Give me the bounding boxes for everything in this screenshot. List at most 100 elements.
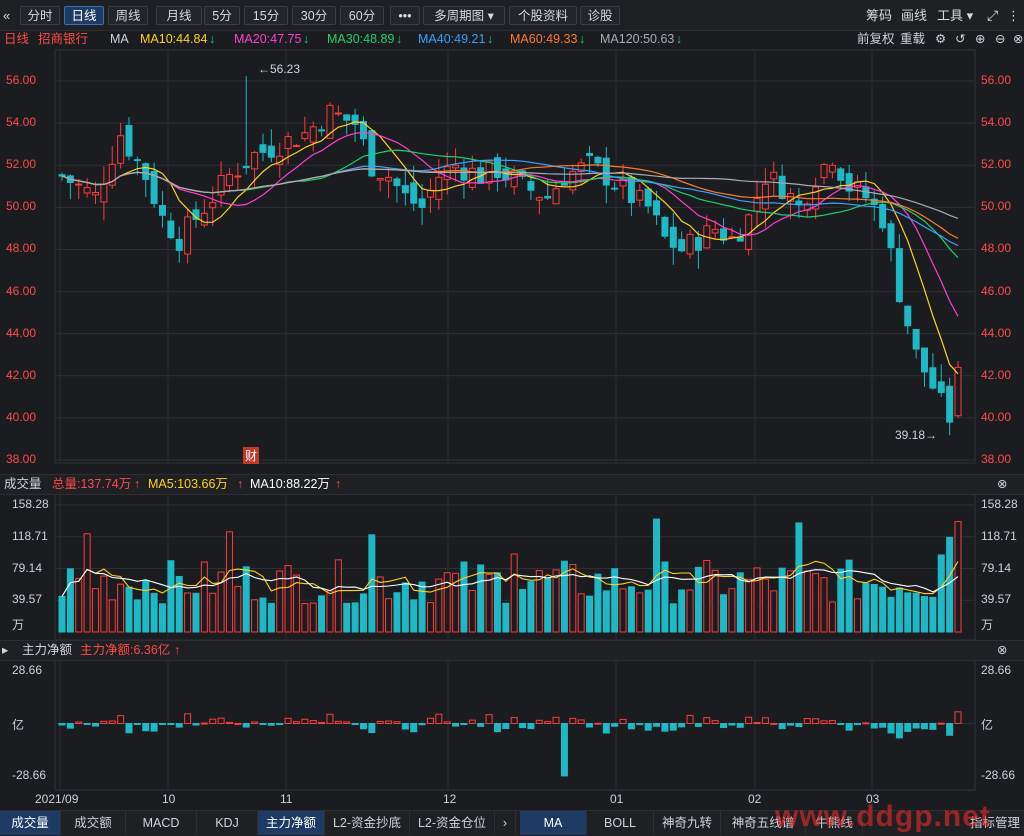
ma-label[interactable]: MA [110, 32, 129, 46]
volume-bar [879, 586, 887, 633]
volume-bar [703, 559, 711, 633]
period-tab-11[interactable]: 诊股 [580, 6, 620, 25]
overlay-tab-1[interactable]: BOLL [587, 811, 654, 835]
candle [225, 173, 233, 187]
candle [669, 226, 677, 248]
overlay-tab-5[interactable]: 指标管理 [966, 811, 1024, 835]
volume-bar [678, 589, 686, 633]
zoom-in-icon[interactable]: ⊕ [975, 32, 986, 46]
draw-line-button[interactable]: 画线 [901, 8, 928, 23]
close-flow-icon[interactable]: ⊗ [997, 643, 1008, 657]
zoom-out-icon[interactable]: ⊖ [995, 32, 1006, 46]
flow-bar [912, 723, 920, 729]
period-tab-8[interactable]: ••• [390, 6, 420, 25]
flow-bar [217, 717, 225, 725]
flow-bar [552, 716, 560, 724]
flow-bar [921, 723, 929, 730]
flow-bar [242, 723, 250, 728]
overlay-tab-4[interactable]: 牛熊线 [806, 811, 863, 835]
volume-bar [259, 597, 267, 633]
volume-bar [921, 596, 929, 633]
period-tab-9[interactable]: 多周期图 ▾ [423, 6, 505, 25]
volume-bar [686, 589, 694, 633]
indicator-tab-2[interactable]: MACD [126, 811, 197, 835]
reload-button[interactable]: 重载 [900, 32, 926, 46]
period-tab-4[interactable]: 5分 [204, 6, 240, 25]
period-tab-1[interactable]: 日线 [64, 6, 104, 25]
flow-bar [753, 722, 761, 725]
flow-bar [91, 723, 99, 727]
close-icon[interactable]: ⊗ [1013, 32, 1024, 46]
tabs-scroll-right-icon[interactable]: › [495, 811, 516, 835]
volume-bar [795, 522, 803, 633]
flow-bar [586, 723, 594, 728]
indicator-tab-5[interactable]: L2-资金抄底 [325, 811, 410, 835]
undo-icon[interactable]: ↺ [955, 32, 966, 46]
volume-title[interactable]: 成交量 [4, 477, 42, 491]
flow-bar [661, 723, 669, 732]
flow-menu-icon[interactable]: ▸ [2, 643, 9, 657]
flow-bar [686, 714, 694, 724]
flow-bar [669, 723, 677, 731]
chip-button[interactable]: 筹码 [866, 8, 893, 23]
candle [242, 165, 250, 169]
indicator-tab-1[interactable]: 成交额 [61, 811, 126, 835]
volume-bar [828, 601, 836, 633]
price-tick-left: 38.00 [6, 452, 37, 466]
flow-bar [845, 723, 853, 731]
stock-name: 招商银行 [38, 32, 89, 46]
fullscreen-icon[interactable]: ⤢ [987, 7, 999, 23]
flow-bar [694, 723, 702, 727]
overlay-tab-2[interactable]: 神奇九转 [654, 811, 721, 835]
overlay-tab-0[interactable]: MA [520, 811, 587, 835]
flow-bar [426, 717, 434, 725]
candle [929, 367, 937, 389]
adjust-button[interactable]: 前复权 [857, 32, 895, 46]
period-tab-5[interactable]: 15分 [244, 6, 288, 25]
volume-bar [569, 563, 577, 633]
overlay-tab-3[interactable]: 神奇五线谱 [721, 811, 806, 835]
period-tab-10[interactable]: 个股资料 [509, 6, 577, 25]
flow-bar [301, 718, 309, 724]
flow-title[interactable]: 主力净额 [22, 643, 73, 657]
flow-bar [954, 711, 962, 724]
tools-menu[interactable]: 工具 ▾ [937, 8, 974, 23]
indicator-tab-4[interactable]: 主力净额 [258, 811, 325, 835]
volume-bar [326, 590, 334, 633]
volume-bar [83, 533, 91, 633]
flow-bar [125, 723, 133, 734]
candle [200, 212, 208, 226]
volume-bar [359, 593, 367, 633]
more-icon[interactable]: ⋮ [1007, 8, 1020, 23]
flow-bar [251, 721, 259, 725]
indicator-tab-3[interactable]: KDJ [197, 811, 258, 835]
period-tab-2[interactable]: 周线 [108, 6, 148, 25]
volume-bar [225, 531, 233, 633]
indicator-tab-0[interactable]: 成交量 [0, 811, 61, 835]
settings-icon[interactable]: ⚙ [935, 32, 947, 46]
flow-bar [192, 723, 200, 726]
flow-bar [519, 723, 527, 729]
indicator-tab-6[interactable]: L2-资金仓位 [410, 811, 495, 835]
candle [770, 171, 778, 180]
ma-line [61, 121, 959, 375]
finance-marker[interactable]: 财 [243, 447, 260, 464]
period-tab-7[interactable]: 60分 [340, 6, 384, 25]
up-arrow-icon: ↑ [174, 643, 181, 657]
candle [586, 152, 594, 156]
close-volume-icon[interactable]: ⊗ [997, 477, 1008, 491]
volume-bar [937, 554, 945, 633]
period-tab-6[interactable]: 30分 [292, 6, 336, 25]
flow-bar [820, 720, 828, 724]
period-tab-3[interactable]: 月线 [156, 6, 202, 25]
flow-bar [276, 723, 284, 725]
up-arrow-icon: ↑ [134, 477, 141, 491]
volume-bar [242, 566, 250, 633]
period-tab-0[interactable]: 分时 [20, 6, 60, 25]
volume-bar [745, 578, 753, 633]
candle [175, 238, 183, 251]
volume-ma-line [61, 568, 959, 597]
collapse-left-icon[interactable]: « [3, 8, 11, 23]
flow-bar [770, 722, 778, 725]
